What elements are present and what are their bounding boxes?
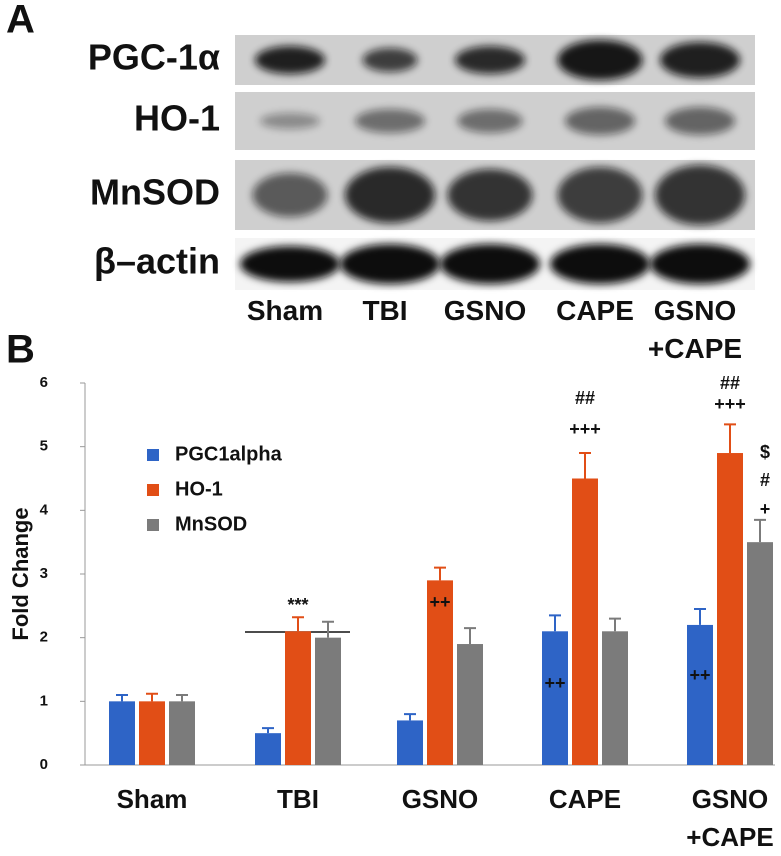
annotation: +++ [569,419,601,439]
error-bar [724,423,736,454]
y-tick-label: 4 [40,501,49,518]
bar [255,733,281,765]
legend-swatch [147,449,159,461]
lane-label: TBI [362,295,408,326]
blot-band [550,244,650,284]
blot-band [447,169,533,221]
blot-band [557,167,643,223]
blot-row-label: MnSOD [90,172,220,213]
blot-band [557,40,643,80]
x-tick-label: GSNO +CAPE [686,784,774,852]
blot-band [665,107,735,135]
error-bar [292,616,304,632]
annotation: $ [760,442,770,462]
y-tick-label: 2 [40,629,48,646]
bar [397,720,423,765]
bar [572,478,598,765]
lane-label: GSNO +CAPE [647,295,743,364]
legend-swatch [147,484,159,496]
y-tick-label: 1 [40,692,48,709]
error-bar [754,518,766,543]
legend-label: HO-1 [175,478,223,500]
error-bar [464,627,476,645]
bar [687,624,713,765]
blot-row-label: HO-1 [134,98,220,139]
bar [542,631,568,765]
lane-label: CAPE [556,295,634,326]
error-bar [579,452,591,479]
bar [285,631,311,765]
bar [717,453,743,765]
blot-band [260,113,320,129]
error-bar [694,608,706,625]
error-bar [322,620,334,638]
panel-letter: A [6,0,35,42]
blot-band [240,246,340,282]
error-bar [434,566,446,581]
blot-band [440,244,540,284]
blot-band [362,48,418,72]
y-tick-label: 5 [40,438,48,455]
annotation: *** [287,595,308,615]
blot-band [655,165,745,225]
error-bar [609,617,621,632]
bar [109,701,135,765]
annotation: ++ [689,665,710,685]
blot-band [565,107,635,135]
blot-row-label: β–actin [94,241,220,282]
error-bar [146,692,158,702]
bar [602,631,628,765]
error-bar [176,693,188,702]
x-tick-label: CAPE [548,784,622,814]
bar [139,701,165,765]
bar [315,637,341,765]
annotation: + [760,499,771,519]
y-tick-label: 3 [40,565,48,582]
error-bar [262,727,274,734]
blot-band [345,167,435,223]
blot-band [455,46,525,74]
blot-band [252,173,328,217]
x-tick-label: GSNO [401,784,479,814]
legend-label: MnSOD [175,513,247,535]
annotation: +++ [714,394,746,414]
error-bar [116,693,128,702]
bar [169,701,195,765]
annotation: ++ [544,673,565,693]
annotation: ## [720,373,740,393]
x-tick-label: Sham [116,784,188,814]
y-axis-title: Fold Change [8,507,33,640]
blot-band [255,46,325,74]
lane-label: GSNO [443,295,527,326]
y-tick-label: 0 [40,756,48,773]
blot-band [457,109,523,133]
lane-label: Sham [246,295,324,326]
blot-band [355,109,425,133]
annotation: ## [575,388,595,408]
annotation: ++ [429,592,450,612]
blot-band [340,244,440,284]
x-tick-label: TBI [277,784,319,814]
bar [747,542,773,765]
error-bar [549,614,561,632]
bar [457,644,483,765]
blot-row-label: PGC-1α [88,37,220,78]
blot-band [660,42,740,78]
bar [427,580,453,765]
annotation: # [760,470,770,490]
legend-label: PGC1alpha [175,443,283,465]
panel-letter: B [6,328,35,372]
blot-band [650,244,750,284]
y-tick-label: 6 [40,374,48,391]
legend-swatch [147,519,159,531]
error-bar [404,713,416,721]
